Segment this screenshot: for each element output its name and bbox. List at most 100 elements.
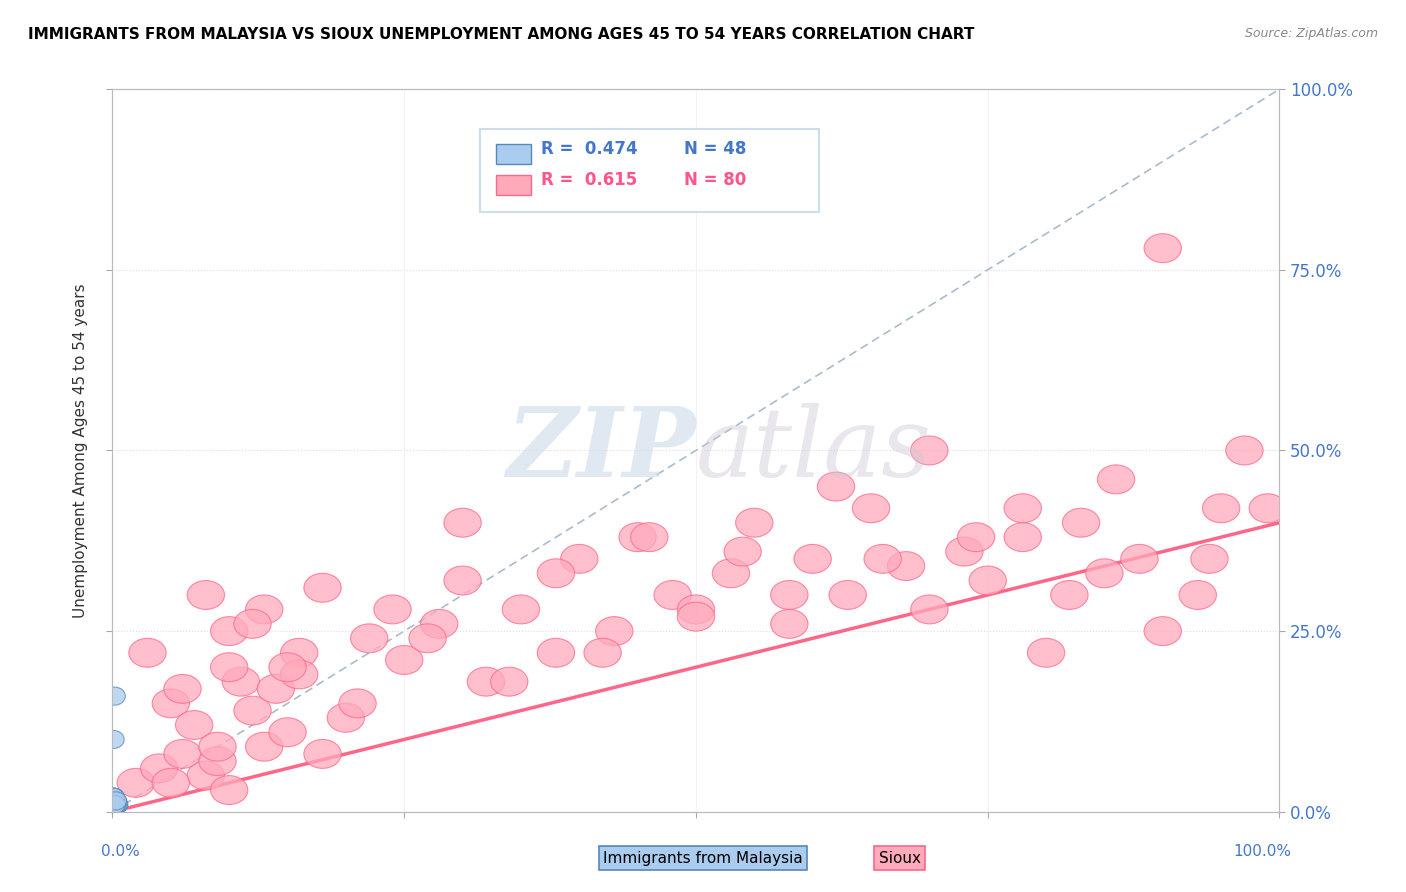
Ellipse shape — [328, 703, 364, 732]
Ellipse shape — [583, 639, 621, 667]
Text: Source: ZipAtlas.com: Source: ZipAtlas.com — [1244, 27, 1378, 40]
Ellipse shape — [104, 796, 125, 814]
Ellipse shape — [678, 602, 714, 632]
Ellipse shape — [713, 558, 749, 588]
Ellipse shape — [1004, 523, 1042, 551]
Ellipse shape — [467, 667, 505, 696]
Ellipse shape — [1180, 581, 1216, 609]
Ellipse shape — [444, 566, 481, 595]
Ellipse shape — [198, 747, 236, 776]
Ellipse shape — [198, 732, 236, 761]
Ellipse shape — [103, 796, 124, 814]
Ellipse shape — [187, 581, 225, 609]
Ellipse shape — [1050, 581, 1088, 609]
Ellipse shape — [724, 537, 761, 566]
Ellipse shape — [104, 796, 125, 814]
Ellipse shape — [107, 796, 128, 814]
Ellipse shape — [103, 796, 124, 814]
Ellipse shape — [103, 796, 124, 814]
Ellipse shape — [103, 731, 124, 748]
Text: N = 80: N = 80 — [685, 171, 747, 189]
Ellipse shape — [444, 508, 481, 537]
Ellipse shape — [103, 796, 124, 814]
Text: R =  0.474: R = 0.474 — [541, 140, 637, 158]
Ellipse shape — [105, 796, 127, 814]
Ellipse shape — [502, 595, 540, 624]
Text: atlas: atlas — [696, 403, 932, 498]
Ellipse shape — [596, 616, 633, 646]
Ellipse shape — [1226, 436, 1263, 465]
FancyBboxPatch shape — [496, 145, 531, 164]
Text: Sioux: Sioux — [879, 851, 921, 865]
Ellipse shape — [103, 796, 124, 814]
Ellipse shape — [304, 739, 342, 768]
Ellipse shape — [852, 494, 890, 523]
Ellipse shape — [104, 796, 125, 814]
Ellipse shape — [946, 537, 983, 566]
Ellipse shape — [619, 523, 657, 551]
Ellipse shape — [103, 789, 124, 806]
Ellipse shape — [129, 639, 166, 667]
Ellipse shape — [104, 796, 125, 814]
Ellipse shape — [103, 796, 124, 814]
Ellipse shape — [281, 660, 318, 689]
Ellipse shape — [105, 796, 127, 814]
Ellipse shape — [735, 508, 773, 537]
FancyBboxPatch shape — [496, 175, 531, 195]
Ellipse shape — [152, 689, 190, 718]
Ellipse shape — [104, 796, 125, 814]
Ellipse shape — [817, 472, 855, 501]
Ellipse shape — [211, 616, 247, 646]
Ellipse shape — [104, 796, 125, 814]
Ellipse shape — [1085, 558, 1123, 588]
Ellipse shape — [103, 789, 124, 806]
Ellipse shape — [103, 796, 124, 814]
Ellipse shape — [117, 768, 155, 797]
Ellipse shape — [561, 544, 598, 574]
Ellipse shape — [187, 761, 225, 790]
Ellipse shape — [1098, 465, 1135, 494]
Ellipse shape — [1249, 494, 1286, 523]
Ellipse shape — [105, 796, 127, 814]
Ellipse shape — [103, 792, 124, 810]
Ellipse shape — [141, 754, 177, 783]
Ellipse shape — [420, 609, 458, 639]
Ellipse shape — [165, 674, 201, 703]
Ellipse shape — [1144, 616, 1181, 646]
Ellipse shape — [104, 796, 125, 814]
Ellipse shape — [537, 639, 575, 667]
Ellipse shape — [491, 667, 527, 696]
Ellipse shape — [211, 653, 247, 681]
Ellipse shape — [103, 796, 124, 814]
Ellipse shape — [678, 595, 714, 624]
Ellipse shape — [887, 551, 925, 581]
Ellipse shape — [104, 796, 125, 814]
Ellipse shape — [1063, 508, 1099, 537]
Ellipse shape — [269, 653, 307, 681]
Ellipse shape — [257, 674, 294, 703]
Ellipse shape — [281, 639, 318, 667]
Y-axis label: Unemployment Among Ages 45 to 54 years: Unemployment Among Ages 45 to 54 years — [73, 283, 89, 618]
Ellipse shape — [537, 558, 575, 588]
Ellipse shape — [104, 796, 125, 814]
Ellipse shape — [104, 792, 125, 810]
Ellipse shape — [105, 796, 127, 814]
Ellipse shape — [176, 711, 212, 739]
Ellipse shape — [1121, 544, 1159, 574]
Ellipse shape — [1191, 544, 1227, 574]
Ellipse shape — [211, 776, 247, 805]
Ellipse shape — [104, 796, 125, 814]
Ellipse shape — [1028, 639, 1064, 667]
Ellipse shape — [105, 796, 127, 814]
Ellipse shape — [107, 796, 128, 814]
Ellipse shape — [957, 523, 994, 551]
Ellipse shape — [654, 581, 692, 609]
Ellipse shape — [246, 732, 283, 761]
Ellipse shape — [246, 595, 283, 624]
Ellipse shape — [1144, 234, 1181, 262]
Ellipse shape — [103, 789, 124, 806]
Ellipse shape — [1202, 494, 1240, 523]
Ellipse shape — [233, 609, 271, 639]
Ellipse shape — [104, 792, 125, 810]
Ellipse shape — [103, 792, 124, 810]
